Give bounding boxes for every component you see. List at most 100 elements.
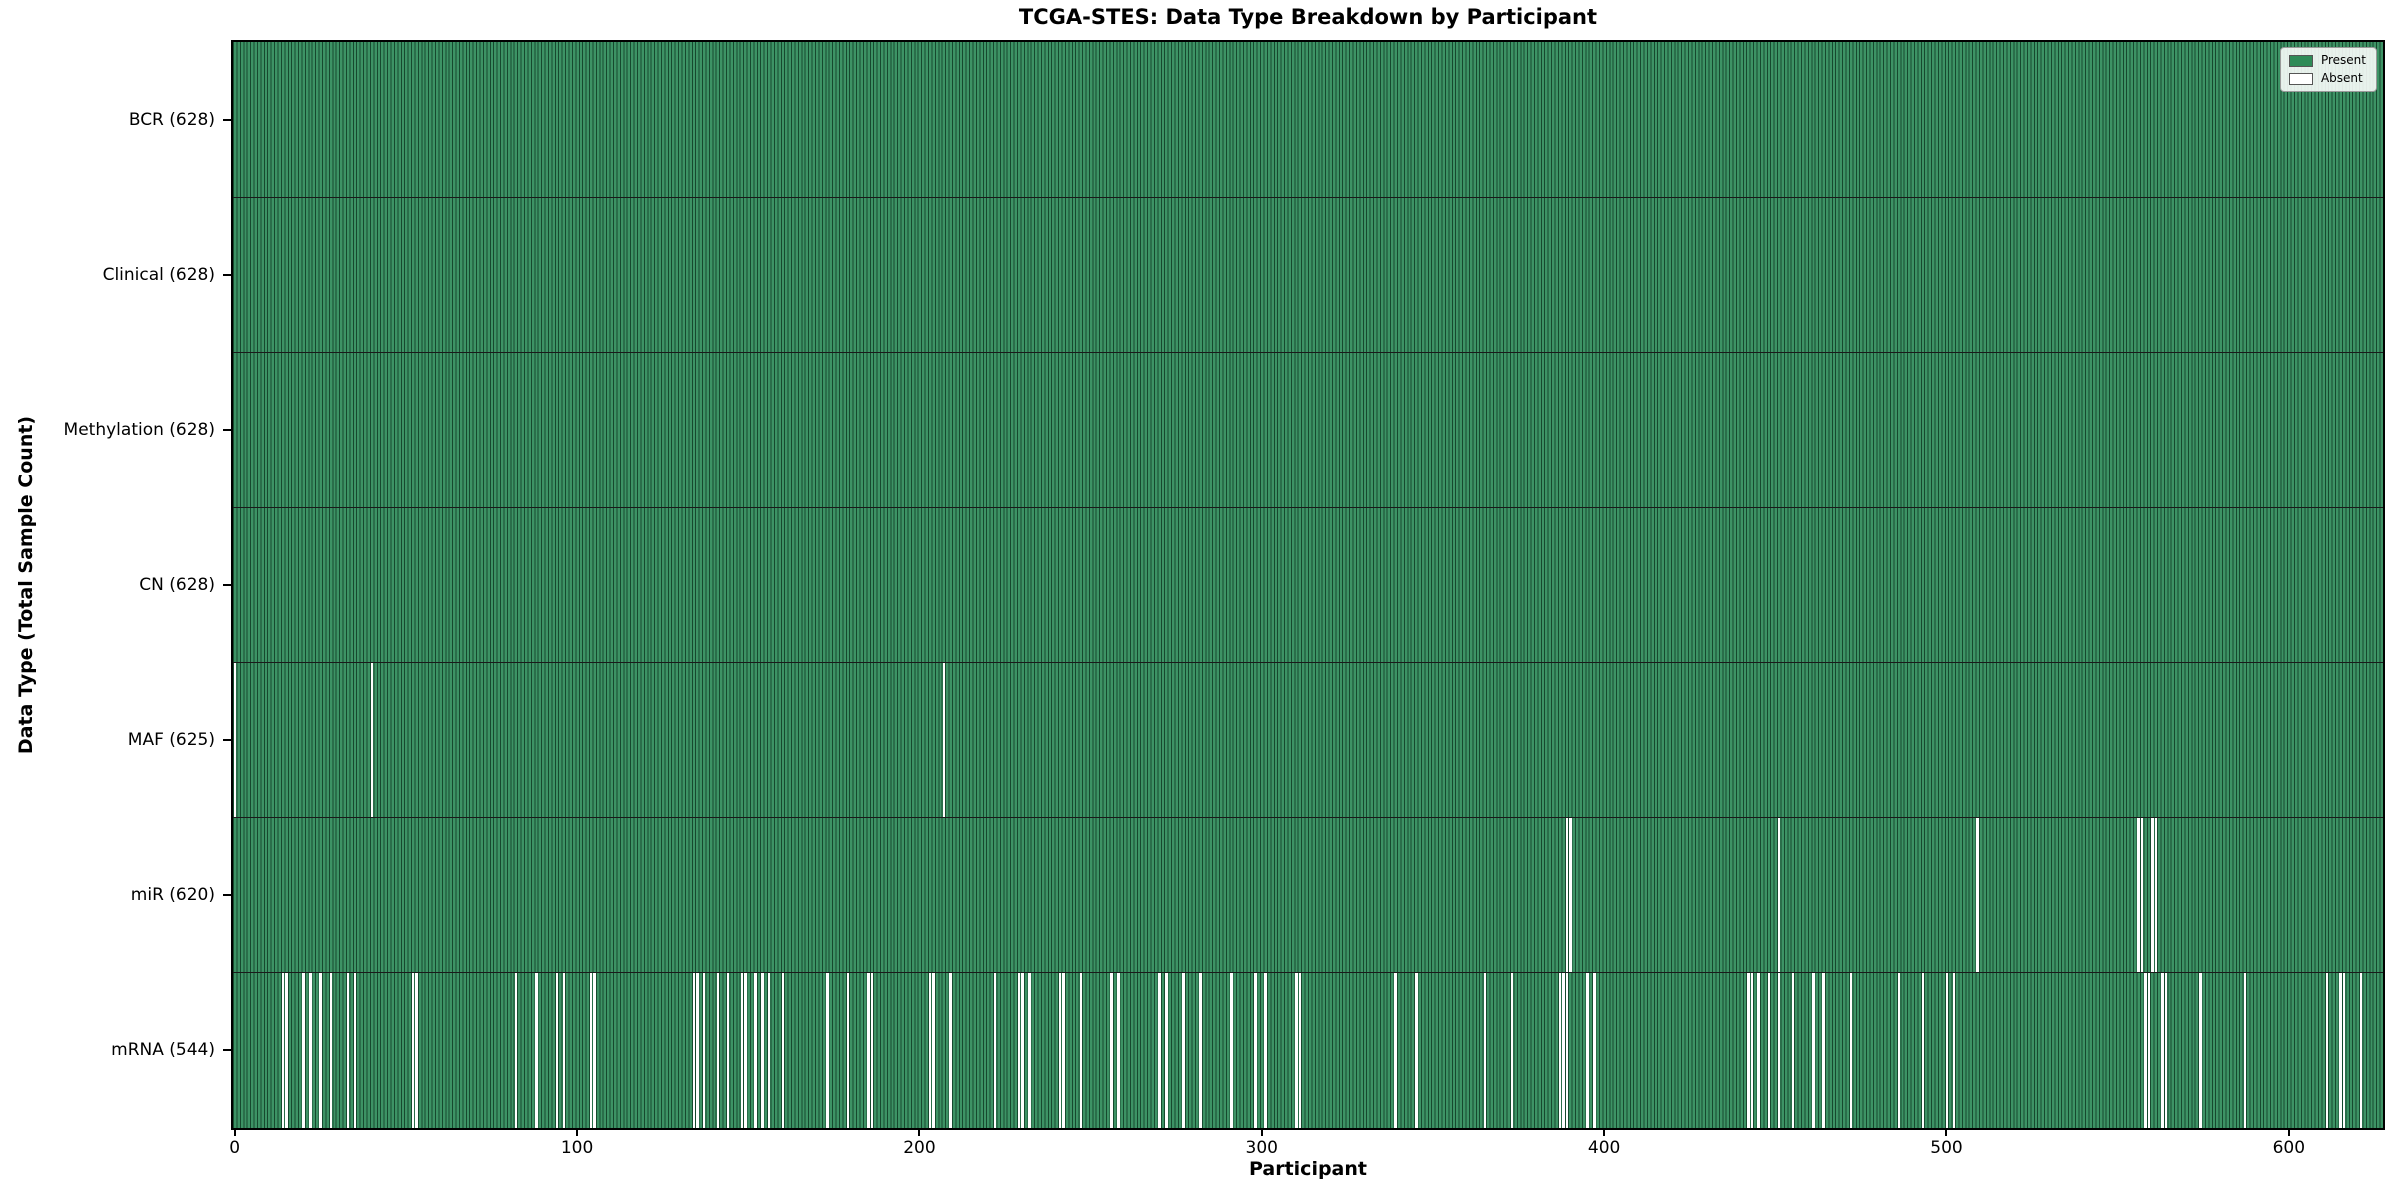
absent-stripe <box>1415 972 1418 1128</box>
x-tick-label-100: 100 <box>560 1138 594 1158</box>
absent-stripe <box>1767 972 1771 1128</box>
x-tick-label-200: 200 <box>903 1138 936 1158</box>
row-divider <box>233 662 2383 664</box>
x-tick-mark <box>233 1128 236 1136</box>
absent-stripe <box>1593 972 1596 1128</box>
x-tick-mark <box>576 1128 579 1136</box>
absent-stripe <box>1558 972 1562 1128</box>
y-tick-mark <box>223 428 231 431</box>
absent-stripe <box>233 662 237 818</box>
absent-stripe <box>2151 817 2154 973</box>
row-divider <box>233 196 2383 198</box>
absent-stripe <box>2199 972 2202 1128</box>
absent-stripe <box>514 972 518 1128</box>
absent-stripe <box>2243 972 2247 1128</box>
x-tick-mark <box>1603 1128 1606 1136</box>
legend-item-present: Present <box>2288 54 2366 67</box>
absent-stripe <box>870 972 874 1128</box>
absent-stripe <box>329 972 333 1128</box>
absent-stripe <box>1062 972 1065 1128</box>
y-tick-label-CN: CN (628) <box>139 575 215 595</box>
absent-stripe <box>2325 972 2329 1128</box>
x-axis-label: Participant <box>1248 1158 1367 1180</box>
y-tick-mark <box>223 118 231 121</box>
absent-stripe <box>1812 972 1815 1128</box>
absent-stripe <box>1254 972 1257 1128</box>
absent-stripe <box>1110 972 1113 1128</box>
y-tick-mark <box>223 739 231 742</box>
x-tick-mark <box>1260 1128 1263 1136</box>
row-CN <box>233 507 2383 662</box>
absent-stripe <box>1747 972 1750 1128</box>
absent-stripe <box>309 972 312 1128</box>
absent-stripe <box>716 972 720 1128</box>
absent-stripe <box>2342 972 2346 1128</box>
absent-stripe <box>1199 972 1202 1128</box>
absent-stripe <box>281 972 285 1128</box>
absent-stripe <box>1295 972 1298 1128</box>
absent-stripe <box>2339 972 2342 1128</box>
row-Methylation <box>233 352 2383 507</box>
absent-stripe <box>302 972 305 1128</box>
absent-stripe <box>411 972 415 1128</box>
absent-stripe <box>2161 972 2164 1128</box>
absent-stripe <box>1165 972 1168 1128</box>
absent-stripe <box>767 972 771 1128</box>
absent-stripe <box>319 972 322 1128</box>
absent-stripe <box>1750 972 1754 1128</box>
absent-stripe <box>692 972 696 1128</box>
absent-stripe <box>744 972 747 1128</box>
absent-stripe <box>932 972 935 1128</box>
absent-stripe <box>1394 972 1397 1128</box>
x-tick-mark <box>918 1128 921 1136</box>
absent-stripe <box>740 972 744 1128</box>
y-tick-mark <box>223 273 231 276</box>
absent-stripe <box>562 972 566 1128</box>
y-tick-label-Methylation: Methylation (628) <box>63 419 215 440</box>
x-tick-label-0: 0 <box>229 1138 241 1158</box>
absent-stripe <box>1483 972 1487 1128</box>
y-tick-mark <box>223 584 231 586</box>
y-tick-mark <box>223 1049 231 1052</box>
absent-stripe <box>1021 972 1024 1128</box>
absent-stripe <box>285 972 288 1128</box>
x-tick-mark <box>1945 1128 1948 1136</box>
y-axis: BCR (628) Clinical (628) Methylation (628)… <box>0 42 231 1128</box>
absent-stripe <box>2147 972 2151 1128</box>
row-mRNA <box>233 972 2383 1128</box>
absent-stripe <box>1757 972 1760 1128</box>
chart-title: TCGA-STES: Data Type Breakdown by Partic… <box>1018 5 1598 29</box>
absent-stripe <box>1952 972 1956 1128</box>
absent-stripe <box>826 972 829 1128</box>
absent-stripe <box>1182 972 1185 1128</box>
legend: Present Absent <box>2279 47 2377 92</box>
absent-stripe <box>2154 817 2158 973</box>
legend-absent-label: Absent <box>2320 71 2363 85</box>
absent-stripe <box>781 972 785 1128</box>
absent-stripe <box>1158 972 1161 1128</box>
absent-stripe <box>346 972 350 1128</box>
absent-stripe <box>726 972 730 1128</box>
absent-stripe <box>2137 817 2140 973</box>
y-tick-label-MAF: MAF (625) <box>127 730 215 751</box>
row-divider <box>233 506 2383 508</box>
absent-stripe <box>1565 817 1569 973</box>
absent-stripe <box>846 972 850 1128</box>
absent-stripe <box>949 972 952 1128</box>
absent-stripe <box>1569 817 1572 973</box>
absent-stripe <box>1565 972 1569 1128</box>
x-tick-label-300: 300 <box>1245 1138 1278 1158</box>
legend-absent-swatch <box>2288 72 2313 85</box>
absent-stripe <box>415 972 418 1128</box>
y-tick-mark <box>223 894 231 897</box>
y-tick-label-BCR: BCR (628) <box>128 109 215 130</box>
absent-stripe <box>1945 972 1949 1128</box>
absent-stripe <box>702 972 706 1128</box>
absent-stripe <box>593 972 596 1128</box>
absent-stripe <box>1079 972 1083 1128</box>
row-Clinical <box>233 197 2383 352</box>
x-tick-label-400: 400 <box>1587 1138 1621 1158</box>
absent-stripe <box>1298 972 1302 1128</box>
absent-stripe <box>555 972 559 1128</box>
